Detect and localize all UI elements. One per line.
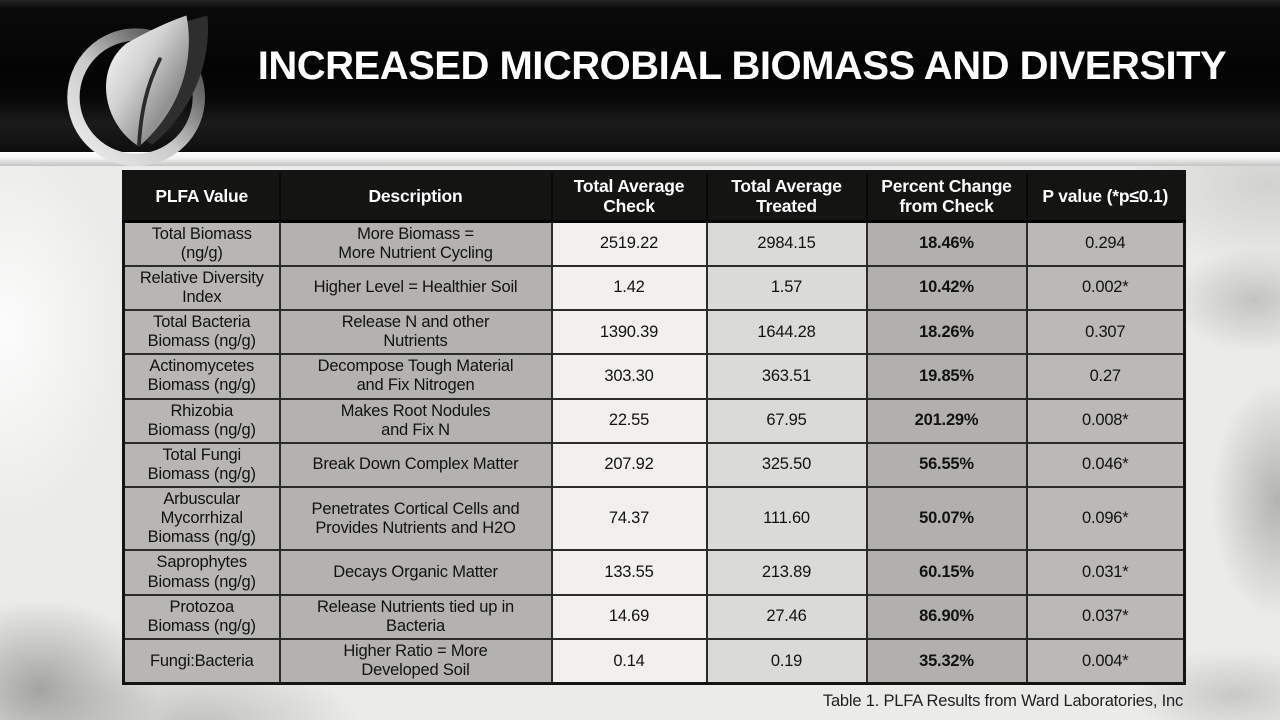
p-value-cell: 0.046* [1025,441,1186,489]
percent-change-cell: 60.15% [865,549,1028,596]
check-value-cell: 2519.22 [550,220,708,267]
page-title: INCREASED MICROBIAL BIOMASS AND DIVERSIT… [257,44,1227,88]
p-value-cell: 0.002* [1025,264,1186,312]
description-cell: More Biomass = More Nutrient Cycling [278,220,553,267]
check-value-cell: 14.69 [550,593,708,640]
check-value-cell: 1390.39 [550,309,708,356]
percent-change-cell: 56.55% [865,441,1028,489]
table-caption: Table 1. PLFA Results from Ward Laborato… [822,692,1183,711]
treated-value-cell: 1644.28 [705,309,868,356]
table-row: Saprophytes Biomass (ng/g) Decays Organi… [122,549,1186,596]
column-header-percent-change: Percent Change from Check [865,170,1028,223]
table-row: Arbuscular Mycorrhizal Biomass (ng/g) Pe… [122,486,1186,552]
table-row: Protozoa Biomass (ng/g) Release Nutrient… [122,593,1186,640]
percent-change-cell: 50.07% [865,486,1028,552]
p-value-cell: 0.27 [1025,353,1186,400]
p-value-cell: 0.031* [1025,549,1186,596]
p-value-cell: 0.037* [1025,593,1186,640]
treated-value-cell: 67.95 [705,397,868,444]
header-band: INCREASED MICROBIAL BIOMASS AND DIVERSIT… [0,0,1280,167]
plfa-value-cell: Total Biomass (ng/g) [122,220,281,267]
column-header-check: Total Average Check [550,170,708,223]
plfa-value-cell: Relative Diversity Index [122,264,281,312]
check-value-cell: 0.14 [550,637,708,685]
column-header-p-value: P value (*p≤0.1) [1025,170,1186,223]
p-value-cell: 0.008* [1025,397,1186,444]
treated-value-cell: 27.46 [705,593,868,640]
description-cell: Higher Ratio = More Developed Soil [278,637,553,685]
plfa-value-cell: Total Bacteria Biomass (ng/g) [122,309,281,356]
percent-change-cell: 19.85% [865,353,1028,400]
column-header-treated: Total Average Treated [705,170,868,223]
table-area: PLFA Value Description Total Average Che… [122,170,1186,711]
table-row: Relative Diversity Index Higher Level = … [122,264,1186,312]
percent-change-cell: 201.29% [865,397,1028,444]
description-cell: Release N and other Nutrients [278,309,553,356]
check-value-cell: 22.55 [550,397,708,444]
treated-value-cell: 2984.15 [705,220,868,267]
percent-change-cell: 35.32% [865,637,1028,685]
plfa-results-table: PLFA Value Description Total Average Che… [122,170,1186,686]
treated-value-cell: 0.19 [705,637,868,685]
plfa-value-cell: Rhizobia Biomass (ng/g) [122,397,281,444]
p-value-cell: 0.096* [1025,486,1186,552]
p-value-cell: 0.307 [1025,309,1186,356]
table-row: Fungi:Bacteria Higher Ratio = More Devel… [122,637,1186,685]
description-cell: Penetrates Cortical Cells and Provides N… [278,486,553,552]
check-value-cell: 303.30 [550,353,708,400]
p-value-cell: 0.294 [1025,220,1186,267]
column-header-description: Description [278,170,553,223]
treated-value-cell: 213.89 [705,549,868,596]
percent-change-cell: 10.42% [865,264,1028,312]
table-row: Total Biomass (ng/g) More Biomass = More… [122,220,1186,267]
plfa-value-cell: Actinomycetes Biomass (ng/g) [122,353,281,400]
plfa-value-cell: Arbuscular Mycorrhizal Biomass (ng/g) [122,486,281,552]
description-cell: Release Nutrients tied up in Bacteria [278,593,553,640]
column-header-plfa-value: PLFA Value [122,170,281,223]
table-row: Rhizobia Biomass (ng/g) Makes Root Nodul… [122,397,1186,444]
description-cell: Makes Root Nodules and Fix N [278,397,553,444]
table-row: Total Fungi Biomass (ng/g) Break Down Co… [122,441,1186,489]
check-value-cell: 207.92 [550,441,708,489]
percent-change-cell: 18.26% [865,309,1028,356]
percent-change-cell: 86.90% [865,593,1028,640]
percent-change-cell: 18.46% [865,220,1028,267]
check-value-cell: 133.55 [550,549,708,596]
plfa-value-cell: Protozoa Biomass (ng/g) [122,593,281,640]
table-row: Actinomycetes Biomass (ng/g) Decompose T… [122,353,1186,400]
check-value-cell: 74.37 [550,486,708,552]
description-cell: Break Down Complex Matter [278,441,553,489]
treated-value-cell: 1.57 [705,264,868,312]
treated-value-cell: 111.60 [705,486,868,552]
plfa-value-cell: Saprophytes Biomass (ng/g) [122,549,281,596]
description-cell: Higher Level = Healthier Soil [278,264,553,312]
check-value-cell: 1.42 [550,264,708,312]
p-value-cell: 0.004* [1025,637,1186,685]
plfa-value-cell: Total Fungi Biomass (ng/g) [122,441,281,489]
plfa-value-cell: Fungi:Bacteria [122,637,281,685]
description-cell: Decompose Tough Material and Fix Nitroge… [278,353,553,400]
description-cell: Decays Organic Matter [278,549,553,596]
header-divider [0,152,1280,166]
treated-value-cell: 363.51 [705,353,868,400]
treated-value-cell: 325.50 [705,441,868,489]
leaf-logo-icon [67,15,209,167]
table-row: Total Bacteria Biomass (ng/g) Release N … [122,309,1186,356]
header-row: PLFA Value Description Total Average Che… [122,170,1186,223]
